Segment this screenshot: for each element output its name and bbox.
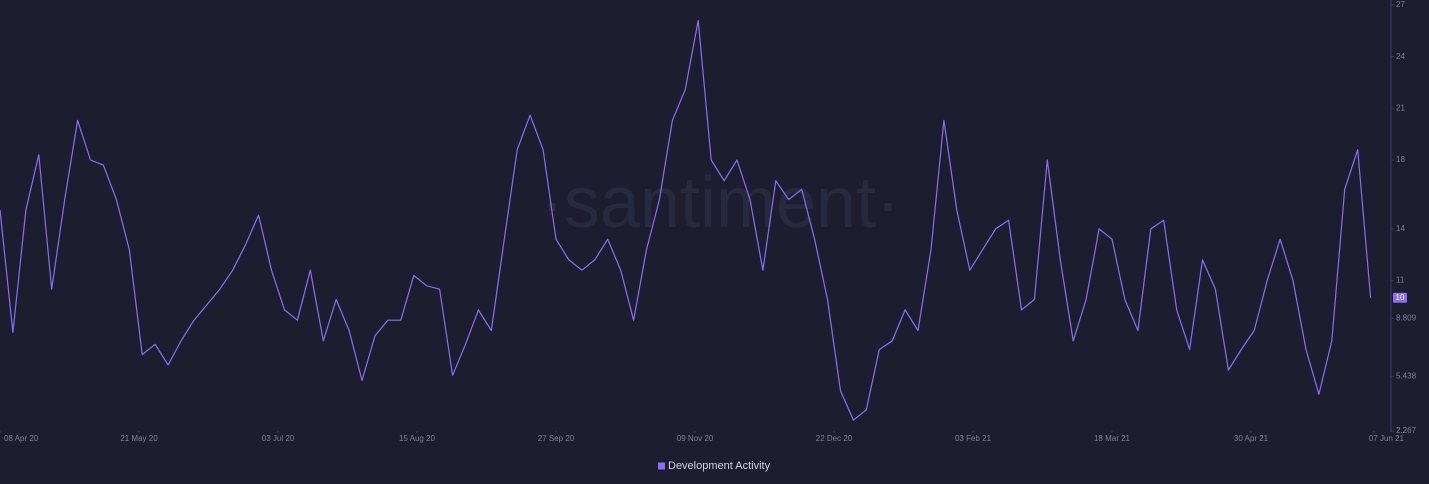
legend-swatch xyxy=(658,462,665,470)
watermark: ·santiment· xyxy=(540,163,900,243)
x-tick-label: 09 Nov 20 xyxy=(677,434,714,443)
x-tick-label: 08 Apr 20 xyxy=(4,434,39,443)
x-tick-label: 03 Feb 21 xyxy=(955,434,992,443)
x-tick-label: 15 Aug 20 xyxy=(399,434,436,443)
y-tick-label: 8.809 xyxy=(1396,313,1417,322)
x-tick-label: 21 May 20 xyxy=(120,434,158,443)
x-tick-label: 27 Sep 20 xyxy=(538,434,575,443)
y-tick-label: 18 xyxy=(1396,155,1405,164)
y-tick-label: 11 xyxy=(1396,276,1405,285)
x-tick-label: 30 Apr 21 xyxy=(1234,434,1269,443)
y-tick-label: 21 xyxy=(1396,103,1405,112)
y-tick-label: 2.267 xyxy=(1396,426,1417,435)
y-tick-label: 24 xyxy=(1396,52,1405,61)
current-value-label: 10 xyxy=(1396,293,1405,302)
legend-label: Development Activity xyxy=(668,460,771,472)
y-tick-label: 14 xyxy=(1396,224,1405,233)
x-tick-label: 07 Jun 21 xyxy=(1369,434,1405,443)
x-tick-label: 03 Jul 20 xyxy=(262,434,295,443)
x-tick-label: 18 Mar 21 xyxy=(1094,434,1131,443)
y-tick-label: 27 xyxy=(1396,0,1405,9)
y-tick-label: 5.438 xyxy=(1396,371,1417,380)
data-line xyxy=(0,19,1372,421)
x-tick-label: 22 Dec 20 xyxy=(816,434,853,443)
current-value-badge xyxy=(1393,292,1407,303)
